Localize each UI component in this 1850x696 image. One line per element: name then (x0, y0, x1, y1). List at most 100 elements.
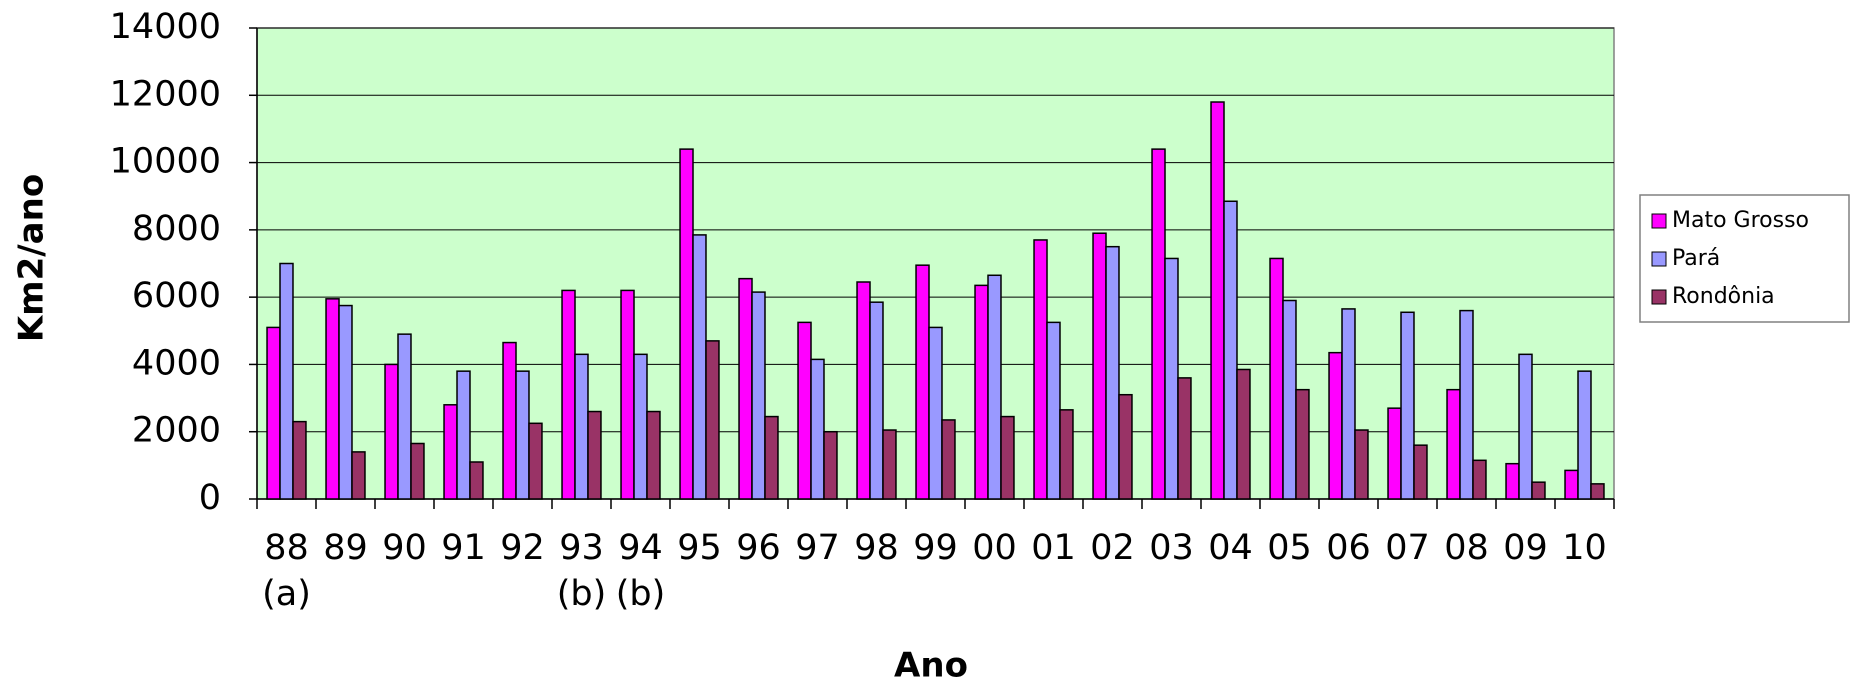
bar (266, 326, 281, 500)
x-tick-note: (b) (616, 574, 666, 614)
bar (823, 430, 838, 500)
bar (1590, 483, 1605, 500)
legend-swatch (1651, 289, 1667, 305)
x-tick-note: (a) (262, 574, 311, 614)
bar (1269, 257, 1284, 500)
x-tick-label: 94 (618, 528, 663, 568)
bar (646, 410, 661, 500)
bar (1046, 321, 1061, 500)
legend-box (1639, 194, 1850, 323)
legend-swatch (1651, 251, 1667, 267)
x-tick-label: 10 (1562, 528, 1607, 568)
x-tick-label: 07 (1385, 528, 1430, 568)
legend-label: Pará (1672, 246, 1720, 271)
bar (384, 363, 399, 500)
bar (882, 429, 897, 500)
y-tick-label: 2000 (132, 411, 221, 451)
x-tick-label: 02 (1090, 528, 1135, 568)
bar (561, 289, 576, 500)
bar (587, 410, 602, 500)
x-tick-label: 08 (1444, 528, 1489, 568)
x-tick-note: (b) (557, 574, 607, 614)
bar (1328, 351, 1343, 500)
bar (987, 274, 1002, 500)
bar (1000, 415, 1015, 500)
bar (679, 148, 694, 500)
bar (1577, 370, 1592, 500)
legend-swatch (1651, 213, 1667, 229)
bar (764, 415, 779, 500)
bar (1164, 257, 1179, 500)
y-tick-label: 12000 (110, 74, 221, 114)
bar (1105, 245, 1120, 500)
x-axis-title: Ano (894, 646, 968, 686)
x-tick-label: 06 (1326, 528, 1371, 568)
bar (1177, 377, 1192, 500)
bar (1413, 444, 1428, 500)
bar (1210, 101, 1225, 500)
bar (1531, 481, 1546, 500)
bar (456, 370, 471, 500)
bar (705, 340, 720, 500)
bar (410, 442, 425, 500)
bar (856, 281, 871, 500)
x-tick-label: 88 (264, 528, 309, 568)
x-tick-label: 03 (1149, 528, 1194, 568)
bar (633, 353, 648, 500)
x-tick-label: 96 (736, 528, 781, 568)
bar (443, 404, 458, 500)
bar (292, 420, 307, 500)
bar (1354, 429, 1369, 500)
bar (751, 291, 766, 500)
bar (1505, 462, 1520, 500)
y-tick-label: 0 (199, 478, 221, 518)
x-tick-label: 00 (972, 528, 1017, 568)
x-tick-label: 91 (441, 528, 486, 568)
y-tick-label: 8000 (132, 209, 221, 249)
x-tick-label: 99 (913, 528, 958, 568)
bar (469, 461, 484, 500)
x-tick-label: 97 (795, 528, 840, 568)
bar (797, 321, 812, 500)
legend-label: Rondônia (1672, 284, 1775, 309)
bar (1341, 308, 1356, 500)
bar (1151, 148, 1166, 500)
x-tick-label: 05 (1267, 528, 1312, 568)
x-tick-label: 90 (382, 528, 427, 568)
bar (279, 262, 294, 500)
bar (915, 264, 930, 500)
bar (502, 341, 517, 500)
bar (1295, 388, 1310, 500)
x-tick-label: 01 (1031, 528, 1076, 568)
legend-label: Mato Grosso (1672, 208, 1809, 233)
bar (1459, 309, 1474, 500)
y-tick-label: 14000 (110, 7, 221, 47)
y-tick-label: 10000 (110, 142, 221, 182)
bar (351, 451, 366, 500)
x-tick-label: 92 (500, 528, 545, 568)
bar (620, 289, 635, 500)
bar (1033, 239, 1048, 500)
bar (515, 370, 530, 500)
y-tick-label: 4000 (132, 343, 221, 383)
bar (1282, 299, 1297, 500)
x-tick-label: 93 (559, 528, 604, 568)
bar (528, 422, 543, 500)
bar (1223, 200, 1238, 500)
bar (974, 284, 989, 500)
bar (810, 358, 825, 500)
bar (1472, 459, 1487, 500)
bar (869, 301, 884, 500)
bar (397, 333, 412, 500)
bar (338, 304, 353, 500)
bar (1059, 409, 1074, 500)
y-axis-title: Km2/ano (12, 174, 52, 342)
x-tick-label: 95 (677, 528, 722, 568)
bar (1564, 469, 1579, 500)
x-tick-label: 98 (854, 528, 899, 568)
x-tick-label: 09 (1503, 528, 1548, 568)
bar (325, 298, 340, 500)
x-tick-label: 89 (323, 528, 368, 568)
bar (1400, 311, 1415, 500)
